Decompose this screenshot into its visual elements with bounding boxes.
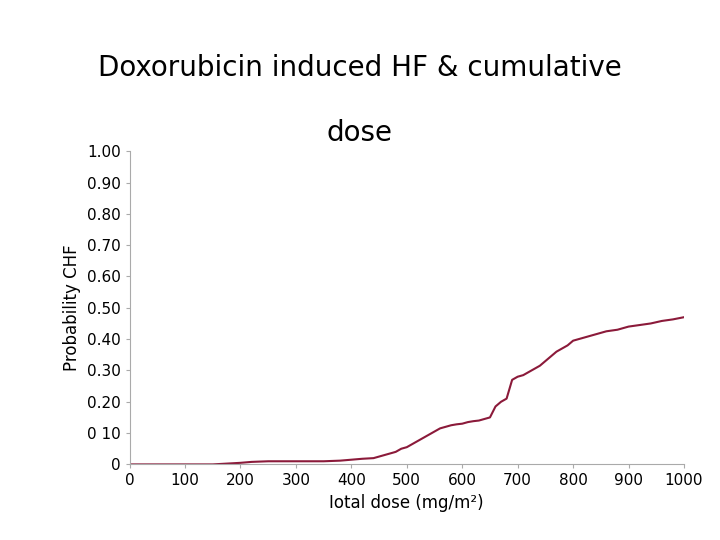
- Text: dose: dose: [327, 119, 393, 147]
- Text: Doxorubicin induced HF & cumulative: Doxorubicin induced HF & cumulative: [98, 54, 622, 82]
- X-axis label: Iotal dose (mg/m²): Iotal dose (mg/m²): [330, 494, 484, 512]
- Y-axis label: Probability CHF: Probability CHF: [63, 245, 81, 371]
